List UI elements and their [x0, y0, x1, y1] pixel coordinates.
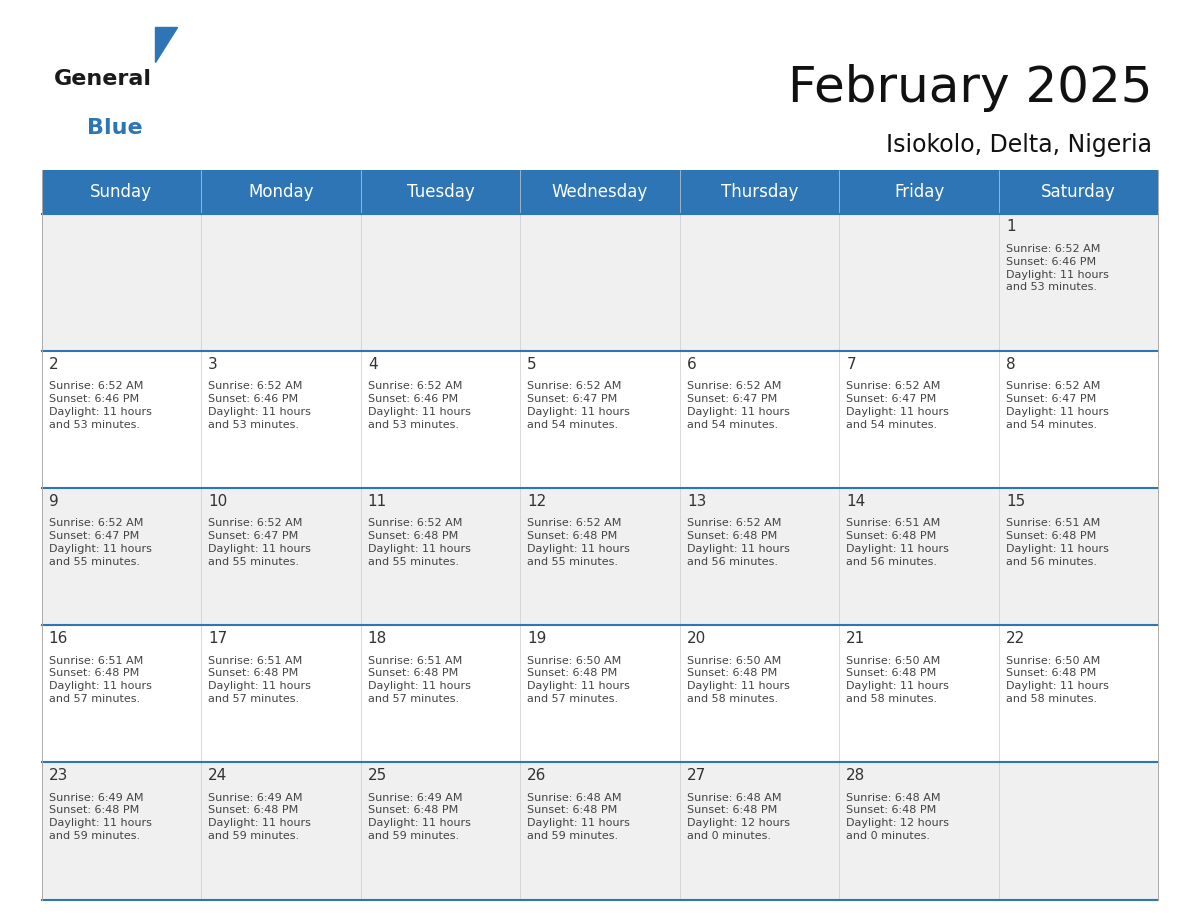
- Bar: [42, 488, 1158, 625]
- Text: 6: 6: [687, 356, 696, 372]
- Text: Sunrise: 6:52 AM
Sunset: 6:46 PM
Daylight: 11 hours
and 53 minutes.: Sunrise: 6:52 AM Sunset: 6:46 PM Dayligh…: [1006, 244, 1108, 293]
- Text: Thursday: Thursday: [721, 183, 798, 201]
- Text: Sunrise: 6:48 AM
Sunset: 6:48 PM
Daylight: 11 hours
and 59 minutes.: Sunrise: 6:48 AM Sunset: 6:48 PM Dayligh…: [527, 792, 630, 841]
- Text: 10: 10: [208, 494, 227, 509]
- Text: Sunrise: 6:49 AM
Sunset: 6:48 PM
Daylight: 11 hours
and 59 minutes.: Sunrise: 6:49 AM Sunset: 6:48 PM Dayligh…: [49, 792, 152, 841]
- Text: Sunrise: 6:52 AM
Sunset: 6:47 PM
Daylight: 11 hours
and 55 minutes.: Sunrise: 6:52 AM Sunset: 6:47 PM Dayligh…: [49, 519, 152, 566]
- Text: Sunrise: 6:52 AM
Sunset: 6:46 PM
Daylight: 11 hours
and 53 minutes.: Sunrise: 6:52 AM Sunset: 6:46 PM Dayligh…: [368, 381, 470, 430]
- Text: 13: 13: [687, 494, 706, 509]
- Text: 19: 19: [527, 631, 546, 646]
- Text: Sunrise: 6:52 AM
Sunset: 6:46 PM
Daylight: 11 hours
and 53 minutes.: Sunrise: 6:52 AM Sunset: 6:46 PM Dayligh…: [49, 381, 152, 430]
- Text: Sunrise: 6:52 AM
Sunset: 6:48 PM
Daylight: 11 hours
and 56 minutes.: Sunrise: 6:52 AM Sunset: 6:48 PM Dayligh…: [687, 519, 790, 566]
- Text: Sunrise: 6:49 AM
Sunset: 6:48 PM
Daylight: 11 hours
and 59 minutes.: Sunrise: 6:49 AM Sunset: 6:48 PM Dayligh…: [208, 792, 311, 841]
- Text: Sunrise: 6:52 AM
Sunset: 6:48 PM
Daylight: 11 hours
and 55 minutes.: Sunrise: 6:52 AM Sunset: 6:48 PM Dayligh…: [368, 519, 470, 566]
- Text: 22: 22: [1006, 631, 1025, 646]
- Bar: [361, 170, 520, 214]
- Text: Sunrise: 6:50 AM
Sunset: 6:48 PM
Daylight: 11 hours
and 58 minutes.: Sunrise: 6:50 AM Sunset: 6:48 PM Dayligh…: [687, 655, 790, 704]
- Text: Sunrise: 6:50 AM
Sunset: 6:48 PM
Daylight: 11 hours
and 58 minutes.: Sunrise: 6:50 AM Sunset: 6:48 PM Dayligh…: [846, 655, 949, 704]
- Text: 7: 7: [846, 356, 857, 372]
- Text: 18: 18: [368, 631, 387, 646]
- Text: Sunrise: 6:52 AM
Sunset: 6:47 PM
Daylight: 11 hours
and 54 minutes.: Sunrise: 6:52 AM Sunset: 6:47 PM Dayligh…: [687, 381, 790, 430]
- Text: Sunrise: 6:51 AM
Sunset: 6:48 PM
Daylight: 11 hours
and 57 minutes.: Sunrise: 6:51 AM Sunset: 6:48 PM Dayligh…: [208, 655, 311, 704]
- Bar: [999, 170, 1158, 214]
- Text: Wednesday: Wednesday: [551, 183, 649, 201]
- Text: 12: 12: [527, 494, 546, 509]
- Text: Sunrise: 6:50 AM
Sunset: 6:48 PM
Daylight: 11 hours
and 57 minutes.: Sunrise: 6:50 AM Sunset: 6:48 PM Dayligh…: [527, 655, 630, 704]
- Text: 1: 1: [1006, 219, 1016, 234]
- Text: 24: 24: [208, 768, 227, 783]
- Text: 11: 11: [368, 494, 387, 509]
- Text: 3: 3: [208, 356, 217, 372]
- Text: 28: 28: [846, 768, 866, 783]
- Bar: [839, 170, 999, 214]
- Bar: [42, 625, 1158, 763]
- Polygon shape: [154, 27, 177, 62]
- Text: Sunrise: 6:51 AM
Sunset: 6:48 PM
Daylight: 11 hours
and 57 minutes.: Sunrise: 6:51 AM Sunset: 6:48 PM Dayligh…: [368, 655, 470, 704]
- Text: Sunrise: 6:51 AM
Sunset: 6:48 PM
Daylight: 11 hours
and 56 minutes.: Sunrise: 6:51 AM Sunset: 6:48 PM Dayligh…: [846, 519, 949, 566]
- Text: 2: 2: [49, 356, 58, 372]
- Text: Sunday: Sunday: [90, 183, 152, 201]
- Text: 14: 14: [846, 494, 866, 509]
- Text: Sunrise: 6:51 AM
Sunset: 6:48 PM
Daylight: 11 hours
and 57 minutes.: Sunrise: 6:51 AM Sunset: 6:48 PM Dayligh…: [49, 655, 152, 704]
- Text: 23: 23: [49, 768, 68, 783]
- Text: Sunrise: 6:52 AM
Sunset: 6:47 PM
Daylight: 11 hours
and 54 minutes.: Sunrise: 6:52 AM Sunset: 6:47 PM Dayligh…: [1006, 381, 1108, 430]
- Text: 5: 5: [527, 356, 537, 372]
- Bar: [680, 170, 839, 214]
- Bar: [42, 351, 1158, 488]
- Text: February 2025: February 2025: [788, 64, 1152, 112]
- Text: Sunrise: 6:52 AM
Sunset: 6:47 PM
Daylight: 11 hours
and 54 minutes.: Sunrise: 6:52 AM Sunset: 6:47 PM Dayligh…: [846, 381, 949, 430]
- Text: Sunrise: 6:48 AM
Sunset: 6:48 PM
Daylight: 12 hours
and 0 minutes.: Sunrise: 6:48 AM Sunset: 6:48 PM Dayligh…: [687, 792, 790, 841]
- Text: Sunrise: 6:52 AM
Sunset: 6:48 PM
Daylight: 11 hours
and 55 minutes.: Sunrise: 6:52 AM Sunset: 6:48 PM Dayligh…: [527, 519, 630, 566]
- Text: 4: 4: [368, 356, 378, 372]
- Text: 9: 9: [49, 494, 58, 509]
- Text: 15: 15: [1006, 494, 1025, 509]
- Text: 21: 21: [846, 631, 866, 646]
- Text: Isiokolo, Delta, Nigeria: Isiokolo, Delta, Nigeria: [886, 133, 1152, 157]
- Text: Sunrise: 6:48 AM
Sunset: 6:48 PM
Daylight: 12 hours
and 0 minutes.: Sunrise: 6:48 AM Sunset: 6:48 PM Dayligh…: [846, 792, 949, 841]
- Text: Sunrise: 6:51 AM
Sunset: 6:48 PM
Daylight: 11 hours
and 56 minutes.: Sunrise: 6:51 AM Sunset: 6:48 PM Dayligh…: [1006, 519, 1108, 566]
- Text: Sunrise: 6:49 AM
Sunset: 6:48 PM
Daylight: 11 hours
and 59 minutes.: Sunrise: 6:49 AM Sunset: 6:48 PM Dayligh…: [368, 792, 470, 841]
- Bar: [42, 763, 1158, 900]
- Text: Blue: Blue: [87, 118, 143, 138]
- Text: Sunrise: 6:52 AM
Sunset: 6:46 PM
Daylight: 11 hours
and 53 minutes.: Sunrise: 6:52 AM Sunset: 6:46 PM Dayligh…: [208, 381, 311, 430]
- Text: Saturday: Saturday: [1041, 183, 1116, 201]
- Bar: [520, 170, 680, 214]
- Text: 20: 20: [687, 631, 706, 646]
- Text: Tuesday: Tuesday: [406, 183, 474, 201]
- Text: Friday: Friday: [893, 183, 944, 201]
- Bar: [42, 170, 201, 214]
- Text: Monday: Monday: [248, 183, 314, 201]
- Text: 25: 25: [368, 768, 387, 783]
- Bar: [42, 214, 1158, 351]
- Text: Sunrise: 6:52 AM
Sunset: 6:47 PM
Daylight: 11 hours
and 54 minutes.: Sunrise: 6:52 AM Sunset: 6:47 PM Dayligh…: [527, 381, 630, 430]
- Bar: [201, 170, 361, 214]
- Text: 8: 8: [1006, 356, 1016, 372]
- Text: Sunrise: 6:52 AM
Sunset: 6:47 PM
Daylight: 11 hours
and 55 minutes.: Sunrise: 6:52 AM Sunset: 6:47 PM Dayligh…: [208, 519, 311, 566]
- Text: 26: 26: [527, 768, 546, 783]
- Text: Sunrise: 6:50 AM
Sunset: 6:48 PM
Daylight: 11 hours
and 58 minutes.: Sunrise: 6:50 AM Sunset: 6:48 PM Dayligh…: [1006, 655, 1108, 704]
- Text: 16: 16: [49, 631, 68, 646]
- Text: 27: 27: [687, 768, 706, 783]
- Text: 17: 17: [208, 631, 227, 646]
- Text: General: General: [53, 69, 151, 89]
